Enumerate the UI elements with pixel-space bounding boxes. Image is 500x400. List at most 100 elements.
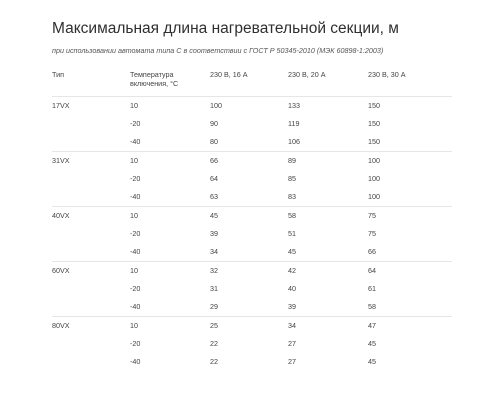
table-row: 17VX 10 100 133 150 (52, 96, 452, 115)
cell-temperature: -40 (130, 357, 141, 366)
cell-temperature: -40 (130, 302, 141, 311)
table-row: -40 80 106 150 (52, 133, 452, 152)
cell-type: 17VX (52, 96, 130, 115)
cell-16a: 39 (210, 229, 218, 238)
cell-30a: 100 (368, 192, 380, 201)
cell-20a: 85 (288, 174, 296, 183)
cell-20a: 45 (288, 247, 296, 256)
cell-30a: 66 (368, 247, 376, 256)
cell-temperature: -20 (130, 174, 141, 183)
cell-16a: 29 (210, 302, 218, 311)
table-row: -20 39 51 75 (52, 225, 452, 243)
cell-16a: 80 (210, 137, 218, 146)
cell-temperature: -20 (130, 284, 141, 293)
table-row: -20 90 119 150 (52, 115, 452, 133)
table-row: 40VX 10 45 58 75 (52, 206, 452, 225)
table-row: 80VX 10 25 34 47 (52, 316, 452, 335)
table-row: 60VX 10 32 42 64 (52, 261, 452, 280)
cell-16a: 22 (210, 339, 218, 348)
header-30a: 230 В, 30 А (368, 70, 406, 79)
cell-type: 80VX (52, 316, 130, 335)
cell-30a: 64 (368, 261, 452, 280)
cell-type (52, 170, 130, 188)
cell-temperature: 10 (130, 316, 210, 335)
cell-type (52, 335, 130, 353)
cell-30a: 58 (368, 302, 376, 311)
header-20a: 230 В, 20 А (288, 70, 326, 79)
cell-type (52, 115, 130, 133)
table-row: -20 64 85 100 (52, 170, 452, 188)
cell-30a: 61 (368, 284, 376, 293)
cell-30a: 75 (368, 206, 452, 225)
cell-20a: 27 (288, 339, 296, 348)
cell-16a: 32 (210, 261, 288, 280)
cell-20a: 83 (288, 192, 296, 201)
cell-16a: 31 (210, 284, 218, 293)
cell-type (52, 243, 130, 262)
header-16a: 230 В, 16 А (210, 70, 248, 79)
cell-temperature: 10 (130, 151, 210, 170)
cell-16a: 63 (210, 192, 218, 201)
table-row: -20 31 40 61 (52, 280, 452, 298)
page-title: Максимальная длина нагревательной секции… (52, 20, 399, 37)
cell-16a: 25 (210, 316, 288, 335)
cell-type: 31VX (52, 151, 130, 170)
cell-30a: 150 (368, 137, 380, 146)
cell-30a: 100 (368, 151, 452, 170)
cell-20a: 40 (288, 284, 296, 293)
table-row: 31VX 10 66 89 100 (52, 151, 452, 170)
cell-type (52, 133, 130, 152)
cell-30a: 47 (368, 316, 452, 335)
cell-temperature: -20 (130, 339, 141, 348)
cell-type (52, 280, 130, 298)
cell-16a: 64 (210, 174, 218, 183)
cell-20a: 89 (288, 151, 368, 170)
table-row: -20 22 27 45 (52, 335, 452, 353)
cell-temperature: -40 (130, 137, 141, 146)
page-subtitle: при использовании автомата типа С в соот… (52, 46, 384, 55)
cell-20a: 51 (288, 229, 296, 238)
cell-20a: 106 (288, 137, 300, 146)
cell-type: 40VX (52, 206, 130, 225)
cell-temperature: 10 (130, 206, 210, 225)
cell-30a: 100 (368, 174, 380, 183)
cell-16a: 90 (210, 119, 218, 128)
cell-30a: 150 (368, 96, 452, 115)
table-row: -40 22 27 45 (52, 353, 452, 371)
cell-20a: 58 (288, 206, 368, 225)
table-header-row: Тип Температура включения, °С 230 В, 16 … (52, 68, 452, 97)
table-row: -40 29 39 58 (52, 298, 452, 317)
cell-type: 60VX (52, 261, 130, 280)
cell-16a: 22 (210, 357, 218, 366)
cell-16a: 45 (210, 206, 288, 225)
cell-temperature: 10 (130, 96, 210, 115)
length-table: Тип Температура включения, °С 230 В, 16 … (52, 68, 452, 371)
cell-30a: 75 (368, 229, 376, 238)
cell-20a: 34 (288, 316, 368, 335)
cell-temperature: -40 (130, 247, 141, 256)
cell-16a: 34 (210, 247, 218, 256)
cell-type (52, 353, 130, 371)
cell-20a: 39 (288, 302, 296, 311)
table-row: -40 63 83 100 (52, 188, 452, 207)
cell-type (52, 225, 130, 243)
cell-20a: 133 (288, 96, 368, 115)
cell-20a: 42 (288, 261, 368, 280)
cell-temperature: -40 (130, 192, 141, 201)
cell-20a: 119 (288, 119, 300, 128)
cell-30a: 45 (368, 357, 376, 366)
cell-16a: 100 (210, 96, 288, 115)
cell-temperature: 10 (130, 261, 210, 280)
cell-type (52, 188, 130, 207)
cell-temperature: -20 (130, 119, 141, 128)
cell-temperature: -20 (130, 229, 141, 238)
header-type: Тип (52, 70, 64, 79)
header-temperature: Температура включения, °С (130, 70, 179, 88)
table-row: -40 34 45 66 (52, 243, 452, 262)
cell-30a: 45 (368, 339, 376, 348)
table-body: 17VX 10 100 133 150 -20 90 119 150 -40 80 106 150 31V… (52, 96, 452, 372)
cell-30a: 150 (368, 119, 380, 128)
cell-type (52, 298, 130, 317)
cell-16a: 66 (210, 151, 288, 170)
